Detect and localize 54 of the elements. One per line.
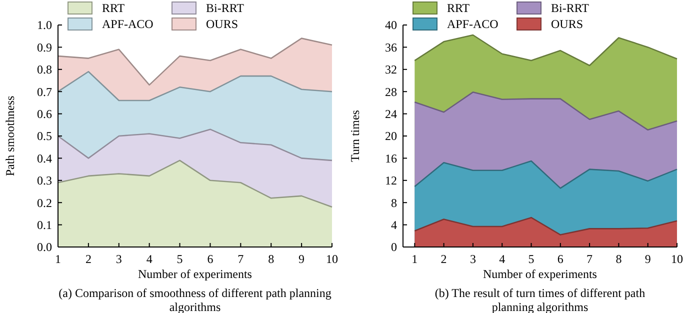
y-tick-label: 4 [391, 218, 397, 232]
legend-label: Bi-RRT [551, 1, 590, 15]
x-tick-label: 4 [499, 252, 506, 266]
legend-label: RRT [102, 1, 126, 15]
legend-label: Bi-RRT [206, 1, 245, 15]
x-tick-label: 8 [268, 252, 274, 266]
y-tick-label: 36 [385, 40, 397, 54]
y-tick-label: 8 [391, 196, 397, 210]
x-tick-label: 5 [176, 252, 183, 266]
x-tick-label: 8 [616, 252, 622, 266]
y-tick-label: 1.0 [37, 18, 52, 32]
legend-label: OURS [206, 17, 238, 31]
x-axis-title: Number of experiments [138, 267, 252, 281]
x-tick-label: 2 [85, 252, 92, 266]
x-axis-title: Number of experiments [483, 267, 598, 281]
x-tick-label: 6 [557, 252, 564, 266]
x-tick-label: 2 [440, 252, 447, 266]
x-tick-label: 9 [298, 252, 305, 266]
y-tick-label: 0.7 [37, 84, 52, 99]
legend-label: OURS [551, 17, 584, 31]
y-tick-label: 0.6 [37, 107, 52, 121]
legend-label: APF-ACO [102, 17, 154, 31]
y-tick-label: 0.2 [37, 196, 52, 210]
y-tick-label: 0.1 [37, 218, 52, 232]
y-tick-label: 24 [385, 107, 397, 121]
x-tick-label: 9 [644, 252, 651, 266]
x-tick-label: 6 [207, 252, 214, 266]
y-tick-label: 0.3 [37, 174, 52, 188]
y-tick-label: 28 [385, 84, 397, 99]
y-tick-label: 20 [385, 129, 397, 144]
y-axis-title: Turn times [348, 110, 362, 162]
legend-label: RRT [447, 1, 470, 15]
y-tick-label: 32 [385, 62, 397, 77]
x-tick-label: 3 [470, 252, 476, 266]
x-tick-label: 10 [326, 252, 338, 266]
legend-label: APF-ACO [447, 17, 499, 31]
x-tick-label: 10 [671, 252, 683, 266]
x-tick-label: 1 [412, 252, 418, 266]
x-tick-label: 7 [586, 252, 593, 266]
y-tick-label: 0 [391, 240, 397, 254]
y-tick-label: 0.5 [37, 129, 52, 144]
y-tick-label: 16 [385, 151, 397, 166]
x-tick-label: 1 [55, 252, 61, 266]
x-tick-label: 7 [238, 252, 244, 266]
x-tick-label: 4 [146, 252, 152, 266]
y-tick-label: 0.9 [37, 40, 52, 54]
x-tick-label: 5 [528, 252, 534, 266]
x-tick-label: 3 [116, 252, 122, 266]
y-tick-label: 40 [385, 18, 397, 32]
y-axis-title: Path smoothness [3, 96, 17, 176]
y-tick-label: 0.8 [37, 62, 52, 77]
y-tick-label: 0.0 [37, 240, 52, 254]
y-tick-label: 12 [385, 174, 397, 188]
y-tick-label: 0.4 [37, 151, 52, 166]
